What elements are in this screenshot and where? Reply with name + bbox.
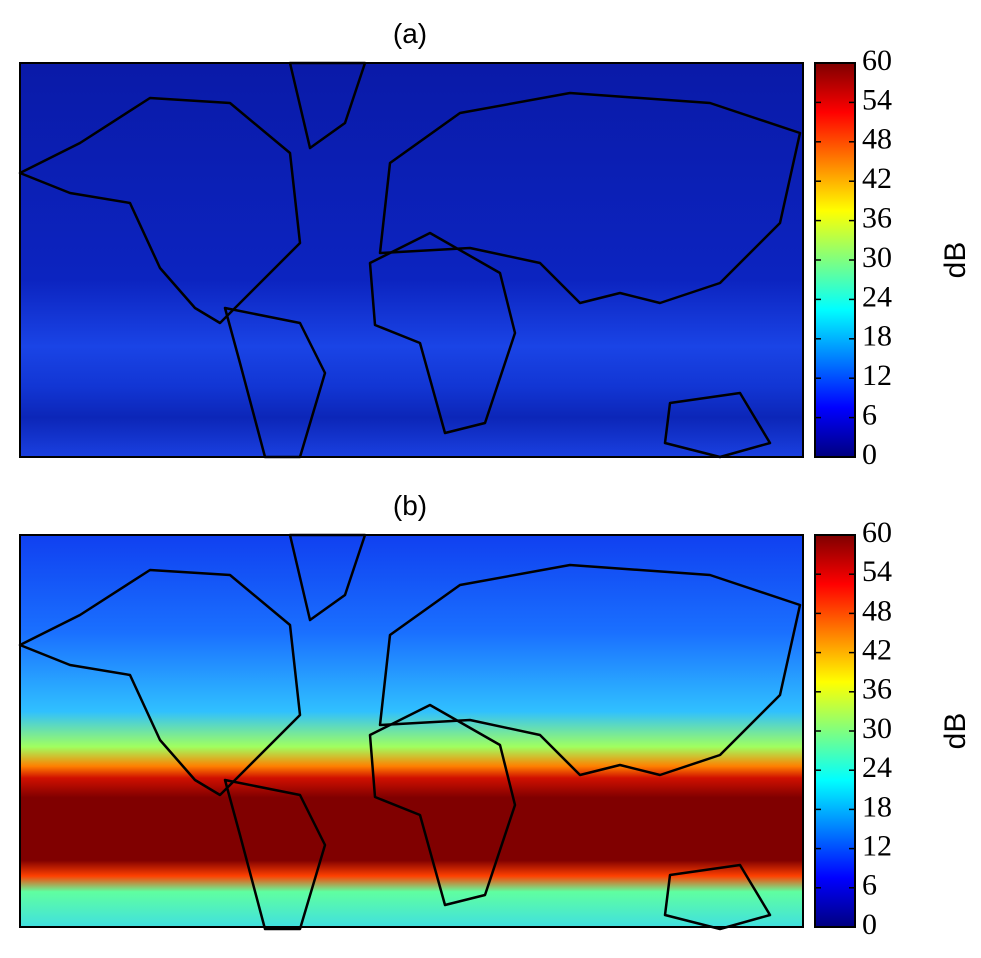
tick-label: 42 <box>862 633 892 666</box>
panel-b <box>18 533 804 931</box>
tick-label: 48 <box>862 594 892 627</box>
tick-label: 30 <box>862 241 892 274</box>
tick-label: 0 <box>862 908 877 941</box>
map-frame <box>19 534 804 928</box>
tick-label: 18 <box>862 320 892 353</box>
tick-label: 24 <box>862 751 892 784</box>
tick-label: 30 <box>862 712 892 745</box>
map-frame <box>19 62 804 458</box>
tick-label: 60 <box>862 516 892 549</box>
tick-label: 42 <box>862 162 892 195</box>
panel-a <box>18 61 804 459</box>
panel-title: (b) <box>393 490 427 521</box>
tick-label: 24 <box>862 280 892 313</box>
map-field <box>20 535 803 927</box>
colorbar-label: dB <box>939 713 972 750</box>
panel-title: (a) <box>393 18 427 49</box>
tick-label: 18 <box>862 790 892 823</box>
map-field <box>20 63 803 457</box>
tick-label: 48 <box>862 123 892 156</box>
tick-label: 6 <box>862 398 877 431</box>
tick-label: 36 <box>862 673 892 706</box>
tick-label: 60 <box>862 44 892 77</box>
tick-label: 54 <box>862 555 892 588</box>
tick-label: 12 <box>862 829 892 862</box>
tick-label: 0 <box>862 438 877 471</box>
tick-label: 36 <box>862 201 892 234</box>
tick-label: 6 <box>862 869 877 902</box>
tick-label: 12 <box>862 359 892 392</box>
tick-label: 54 <box>862 83 892 116</box>
colorbar-label: dB <box>939 242 972 279</box>
